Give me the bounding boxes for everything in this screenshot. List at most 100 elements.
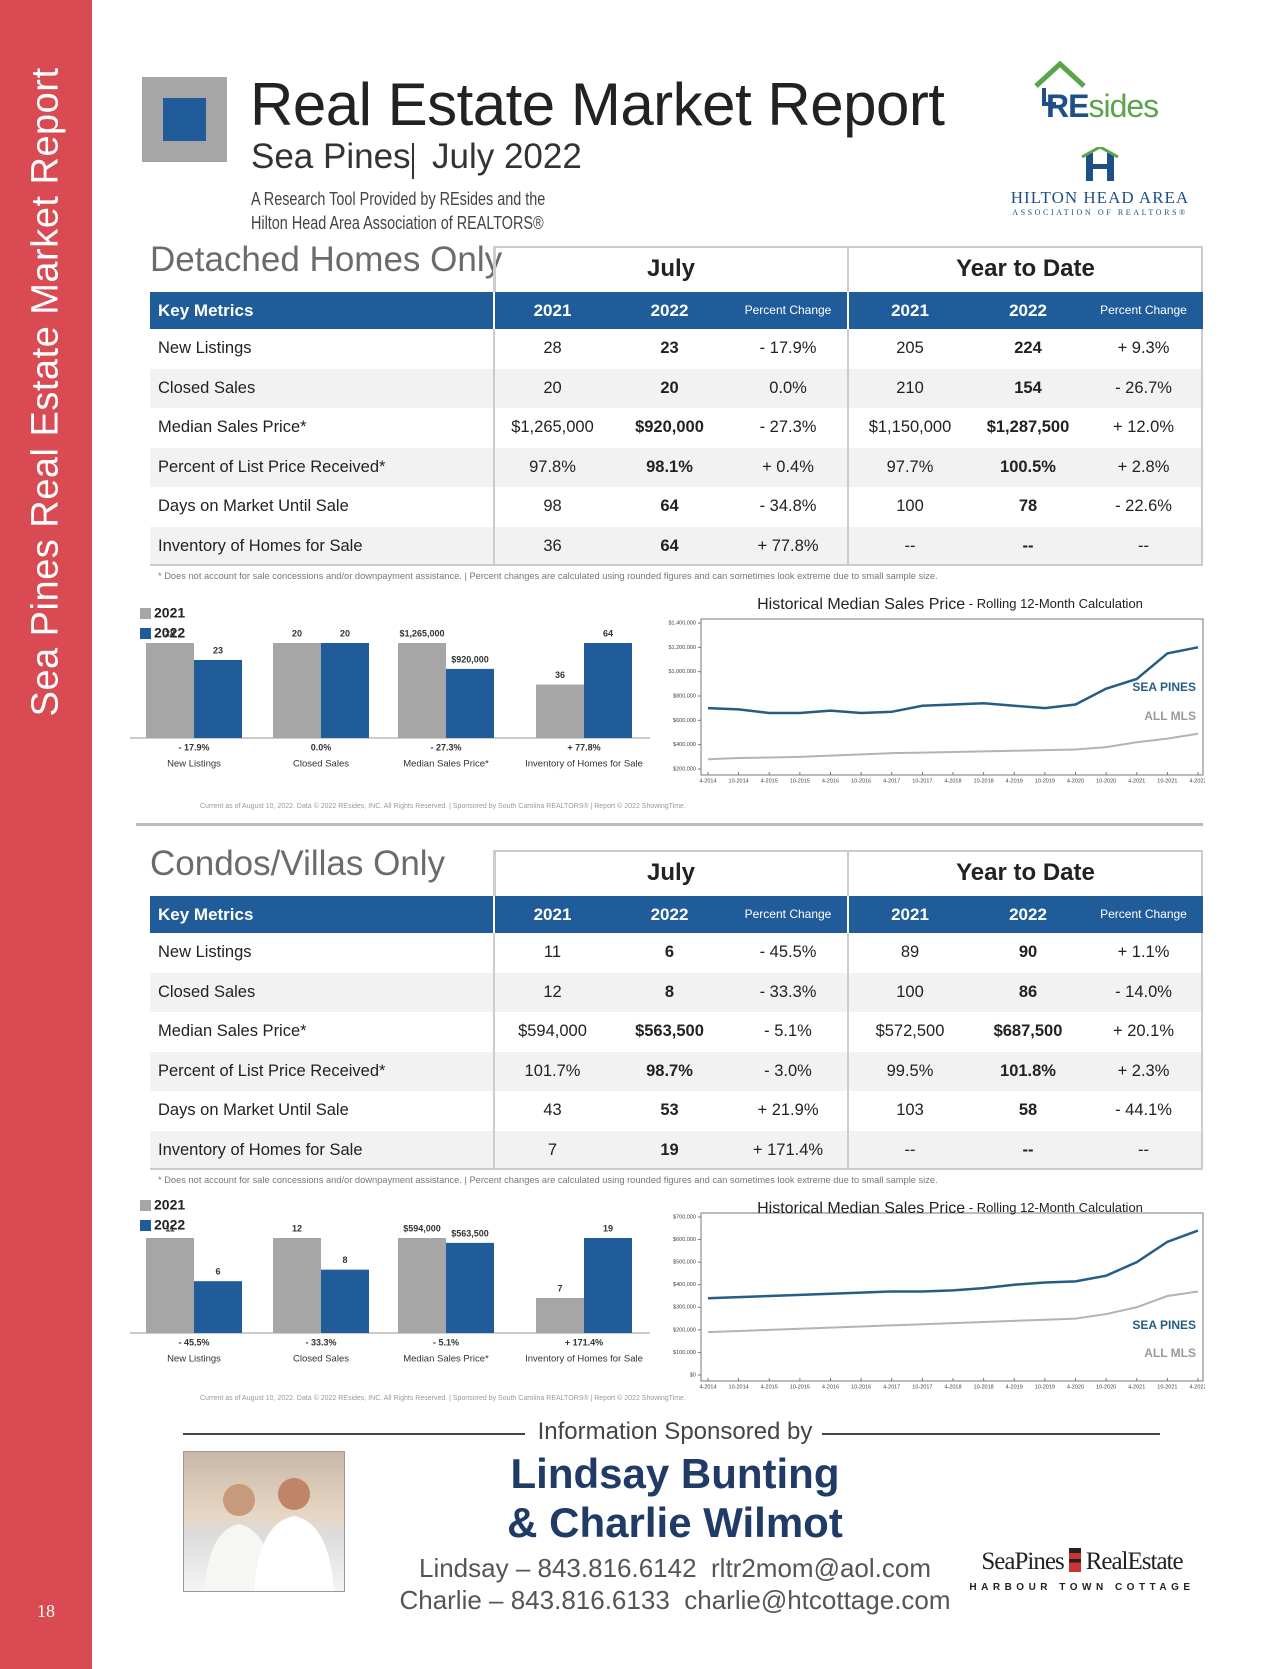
column-header: 2022: [650, 301, 689, 320]
change-label: - 27.3%: [430, 742, 461, 752]
column-header: 2022: [1009, 905, 1047, 924]
logo-word: RealEstate: [1085, 1548, 1184, 1575]
bar-value-label: 28: [165, 628, 175, 638]
section-title: Condos/Villas Only: [150, 844, 446, 883]
y-tick-label: $700,000: [673, 1214, 696, 1220]
row-stripe: [150, 972, 1203, 1012]
table-cell: $572,500: [875, 1022, 945, 1040]
table-cell: + 9.3%: [1117, 339, 1170, 357]
series-label: SEA PINES: [1132, 680, 1196, 694]
column-header: 2021: [891, 905, 929, 924]
table-cell: - 22.6%: [1115, 497, 1172, 515]
change-label: + 77.8%: [567, 742, 600, 752]
x-tick-label: 4-2014: [699, 778, 716, 784]
header-mark-inner: [163, 98, 206, 141]
bar: [273, 643, 321, 738]
resides-icon: [1034, 60, 1086, 106]
bar: [584, 643, 632, 738]
line-chart-title: Historical Median Sales Price - Rolling …: [757, 596, 1143, 613]
change-label: - 33.3%: [305, 1337, 336, 1347]
credit: Current as of August 10, 2022. Data © 20…: [200, 803, 686, 810]
subtitle-separator: [412, 143, 414, 179]
x-tick-label: 10-2021: [1157, 778, 1177, 784]
table-cell: 53: [660, 1101, 679, 1119]
table-cell: + 2.3%: [1117, 1061, 1170, 1080]
line-chart: Historical Median Sales Price - Rolling …: [668, 596, 1205, 784]
legend-swatch: [140, 628, 151, 639]
contact-phone: Lindsay – 843.816.6142: [418, 1553, 697, 1583]
table-cell: Inventory of Homes for Sale: [158, 1140, 363, 1159]
series-line: [707, 732, 1199, 761]
bar: [321, 1269, 369, 1333]
table-cell: - 3.0%: [764, 1061, 812, 1080]
plot-frame: [700, 618, 1204, 776]
category-label: Closed Sales: [293, 759, 349, 770]
bar-value-label: 7: [557, 1283, 562, 1293]
bar-value-label: 23: [213, 645, 223, 655]
table-cell: + 0.4%: [762, 457, 814, 476]
y-tick-label: $1,000,000: [668, 669, 696, 675]
table-cell: Closed Sales: [158, 982, 256, 1001]
table-cell: - 33.3%: [759, 982, 817, 1001]
legend-label: 2022: [154, 1217, 185, 1233]
category-label: Median Sales Price*: [403, 759, 489, 770]
column-rule: [493, 850, 495, 1170]
table-cell: + 21.9%: [757, 1101, 819, 1119]
logo-lighthouse: [1068, 1548, 1081, 1572]
table-cell: - 45.5%: [759, 943, 817, 961]
x-tick-label: 4-2015: [761, 1384, 778, 1390]
column-rule: [847, 850, 849, 1170]
y-tick-label: $1,200,000: [668, 645, 696, 651]
bar: [398, 643, 446, 738]
table-cell: 99.5%: [886, 1061, 934, 1080]
footnote: * Does not account for sale concessions …: [158, 571, 938, 581]
legend-label: 2021: [154, 605, 185, 621]
table-cell: 12: [543, 982, 562, 1001]
table-cell: - 5.1%: [764, 1022, 812, 1040]
table-cell: - 44.1%: [1115, 1101, 1172, 1119]
table-cell: 97.8%: [529, 457, 576, 476]
x-tick-label: 10-2016: [851, 1384, 871, 1390]
table-cell: 8: [664, 982, 675, 1001]
table-cell: 97.7%: [886, 457, 934, 476]
x-tick-label: 10-2014: [729, 778, 749, 784]
association-icon: [1081, 147, 1119, 181]
column-header: Percent Change: [744, 907, 832, 921]
sponsor-photo: [183, 1451, 345, 1592]
group-header: July: [646, 255, 696, 282]
page-number: 18: [37, 1601, 55, 1621]
y-tick-label: $400,000: [673, 742, 696, 748]
bar-value-label: 20: [292, 628, 302, 638]
table-cell: 28: [543, 339, 562, 357]
table-cell: 23: [660, 339, 679, 357]
table-cell: + 171.4%: [752, 1140, 824, 1159]
table-cell: $1,287,500: [986, 418, 1070, 436]
x-tick-label: 10-2015: [790, 1384, 810, 1390]
bar-value-label: $920,000: [451, 654, 489, 664]
contact-email: rltr2mom@aol.com: [711, 1553, 931, 1583]
x-tick-label: 10-2020: [1096, 778, 1116, 784]
bar: [446, 1242, 494, 1333]
x-tick-label: 10-2017: [912, 778, 932, 784]
y-tick-label: $200,000: [673, 1327, 696, 1333]
category-label: Median Sales Price*: [403, 1354, 489, 1365]
logo-word: SeaPines: [981, 1548, 1064, 1575]
bar-value-label: 20: [340, 628, 350, 638]
table-cell: 64: [660, 497, 679, 515]
header-row: [150, 896, 1203, 933]
table-cell: 205: [896, 339, 924, 357]
bar-value-label: $1,265,000: [399, 628, 444, 638]
table-cell: 98.7%: [646, 1061, 693, 1080]
table-cell: + 20.1%: [1112, 1022, 1174, 1040]
line-chart-title: Historical Median Sales Price - Rolling …: [757, 1200, 1143, 1217]
footnote: * Does not account for sale concessions …: [158, 1175, 938, 1185]
column-header: Percent Change: [1100, 303, 1187, 317]
table-cell: Closed Sales: [158, 378, 256, 397]
bar-value-label: 11: [165, 1223, 175, 1233]
bar: [146, 643, 194, 738]
research-note: Hilton Head Area Association of REALTORS…: [251, 213, 544, 233]
sponsor-name: Lindsay Bunting: [510, 1450, 840, 1497]
resides-logo-sides: sides: [1088, 88, 1159, 124]
